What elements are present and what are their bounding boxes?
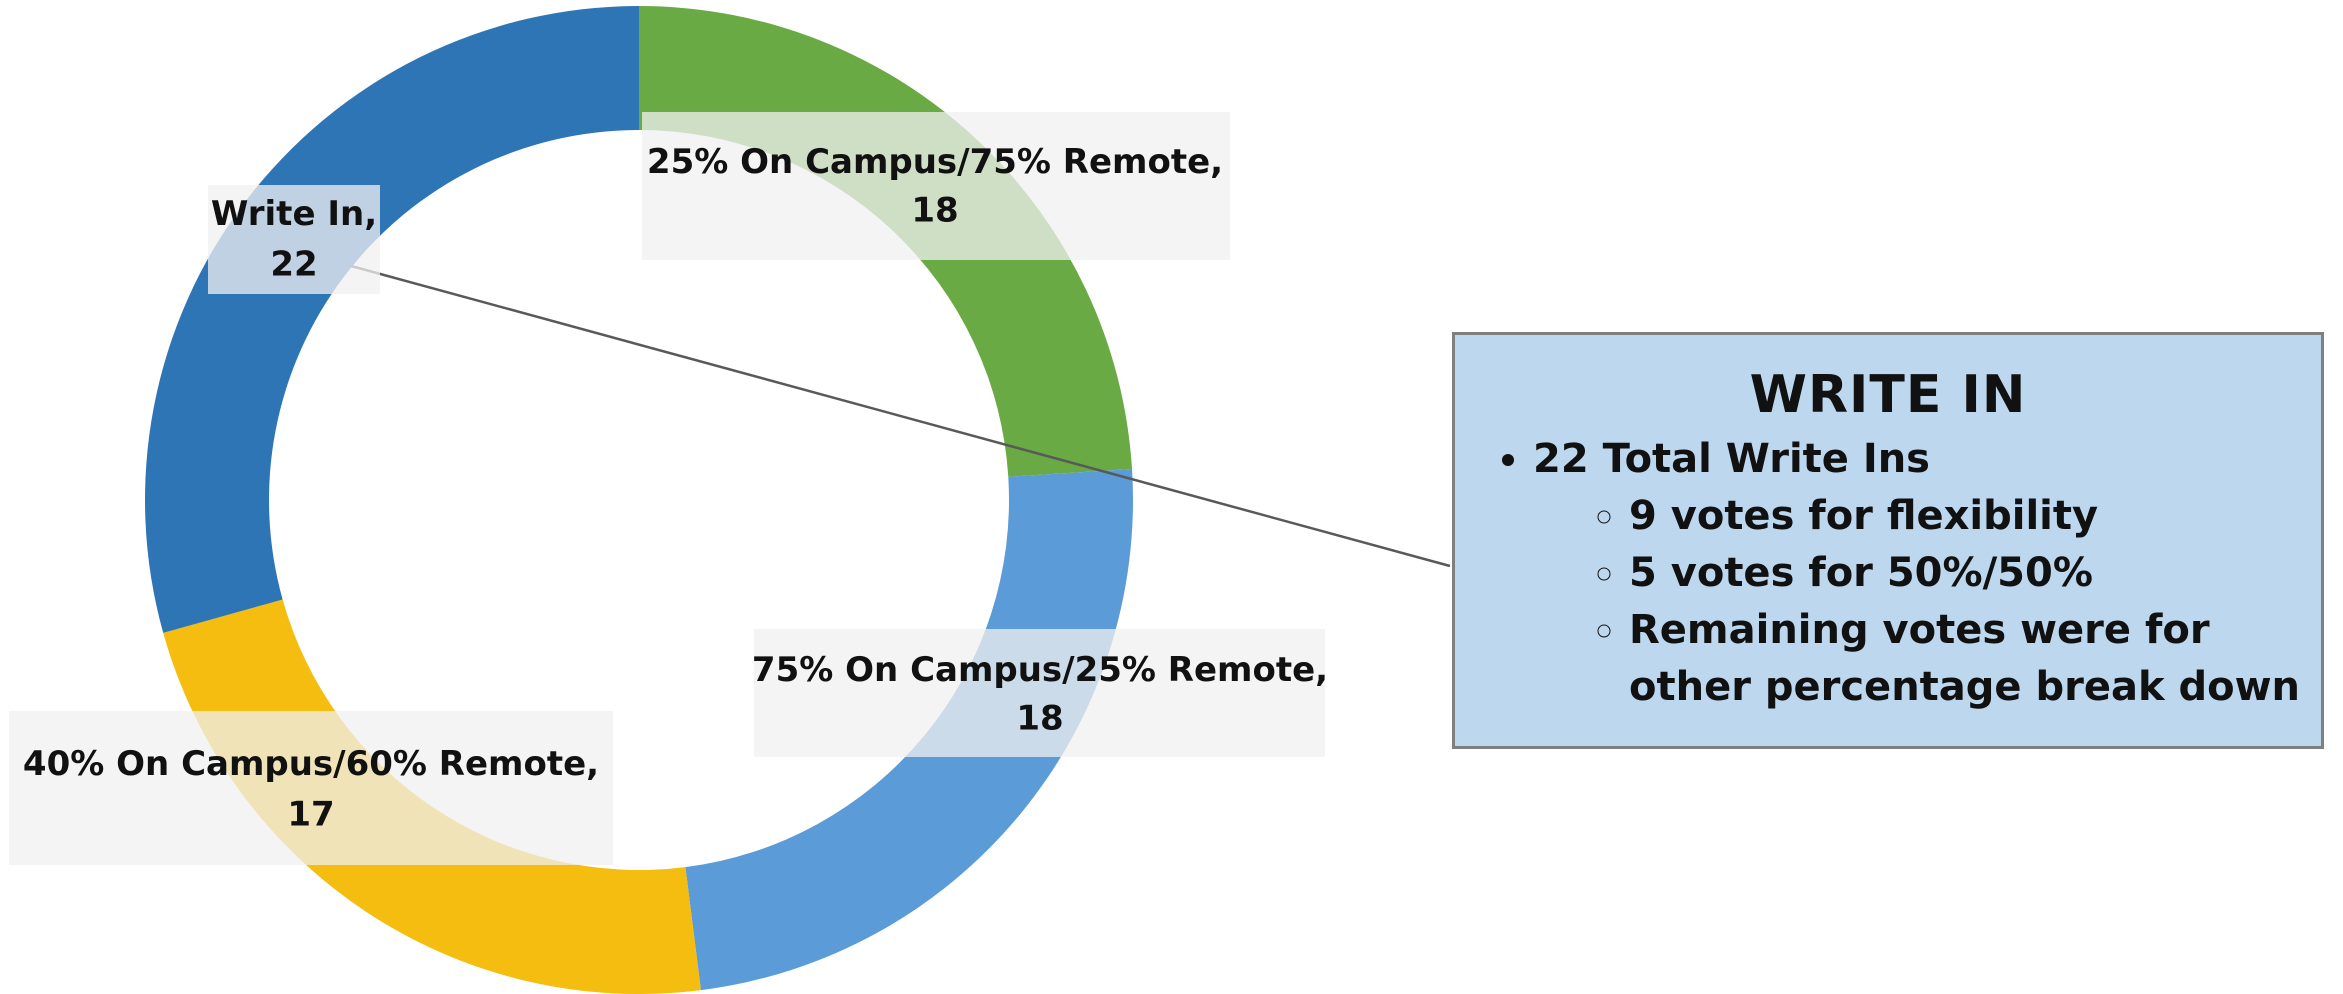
- data-label-value: 17: [287, 795, 334, 835]
- donut-slice: [145, 6, 639, 633]
- bullet-item: 22 Total Write Ins 9 votes for flexibilit…: [1533, 431, 2321, 716]
- callout-box: WRITE IN 22 Total Write Ins 9 votes for f…: [1452, 332, 2324, 749]
- donut-slice: [163, 599, 701, 994]
- data-label-category: 25% On Campus/75% Remote,: [647, 142, 1223, 182]
- category-name: 40% On Campus/60% Remote: [23, 744, 586, 784]
- callout-title: WRITE IN: [1749, 365, 2027, 425]
- separator: ,: [1210, 142, 1223, 182]
- sub-bullet: 9 votes for flexibility: [1629, 488, 2321, 545]
- separator: ,: [1315, 650, 1328, 690]
- category-name: 25% On Campus/75% Remote: [647, 142, 1210, 182]
- separator: ,: [586, 744, 599, 784]
- label-box: [9, 711, 613, 865]
- bullet-text: 22 Total Write Ins: [1533, 436, 1930, 482]
- sub-bullet: Remaining votes were for other percentag…: [1629, 602, 2321, 716]
- label-box: [208, 185, 380, 294]
- data-label-value: 18: [911, 191, 958, 231]
- category-name: Write In: [211, 194, 364, 234]
- label-box: [754, 629, 1325, 757]
- data-label-category: 40% On Campus/60% Remote,: [23, 744, 599, 784]
- callout-list: 22 Total Write Ins 9 votes for flexibilit…: [1455, 431, 2321, 716]
- data-label-value: 18: [1016, 699, 1063, 739]
- data-label-category: Write In,: [211, 194, 377, 234]
- category-name: 75% On Campus/25% Remote: [752, 650, 1315, 690]
- separator: ,: [364, 194, 377, 234]
- data-label-value: 22: [270, 245, 317, 285]
- data-label-category: 75% On Campus/25% Remote,: [752, 650, 1328, 690]
- sub-list: 9 votes for flexibility5 votes for 50%/5…: [1533, 488, 2321, 716]
- sub-bullet: 5 votes for 50%/50%: [1629, 545, 2321, 602]
- donut-slice: [685, 468, 1133, 991]
- leader-line: [350, 264, 1451, 568]
- label-box: [642, 112, 1230, 260]
